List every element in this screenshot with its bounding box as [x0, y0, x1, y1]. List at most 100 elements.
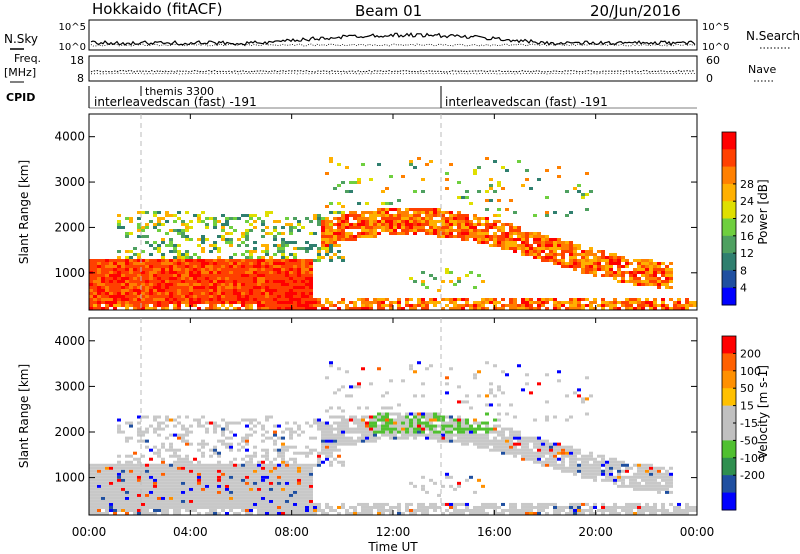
power-cell [437, 208, 441, 211]
power-cell [213, 283, 217, 286]
power-cell [425, 163, 429, 166]
velocity-cell [297, 433, 301, 437]
power-cell [149, 295, 153, 298]
power-cell [225, 289, 229, 292]
velocity-cell [557, 466, 561, 470]
velocity-cell [585, 502, 589, 506]
power-cell [369, 235, 373, 238]
velocity-cell [569, 445, 573, 449]
power-cell [445, 217, 449, 220]
power-cell [441, 214, 445, 217]
velocity-cell [297, 475, 301, 479]
velocity-cell [457, 436, 461, 440]
power-cell [497, 199, 501, 202]
power-cell [209, 271, 213, 274]
velocity-cell [161, 512, 165, 515]
power-cell [269, 274, 273, 277]
power-cell [633, 298, 637, 301]
velocity-cell [273, 481, 277, 485]
power-cell [101, 262, 105, 265]
velocity-cell [313, 505, 317, 509]
power-cell [537, 250, 541, 253]
velocity-cell [157, 427, 161, 431]
velocity-cell [301, 475, 305, 479]
power-cell [485, 301, 489, 304]
velocity-cell [541, 454, 545, 458]
power-cell [677, 304, 681, 307]
velocity-cell [461, 400, 465, 404]
power-cell [281, 259, 285, 262]
power-cell [273, 298, 277, 301]
power-cell [593, 298, 597, 301]
velocity-cell [665, 472, 669, 476]
power-cell [621, 274, 625, 277]
velocity-cell [405, 505, 409, 509]
power-cell [177, 232, 181, 235]
velocity-cell [141, 472, 145, 476]
power-cell [301, 268, 305, 271]
velocity-cell [241, 481, 245, 485]
velocity-cell [113, 505, 117, 509]
power-cell [429, 208, 433, 211]
velocity-cell [341, 463, 345, 467]
velocity-cell [113, 502, 117, 506]
velocity-cell [537, 442, 541, 446]
power-cell [369, 214, 373, 217]
power-cell [313, 307, 317, 310]
velocity-cell [305, 502, 309, 506]
velocity-cell [337, 430, 341, 434]
velocity-cell [189, 430, 193, 434]
power-cell [537, 235, 541, 238]
power-cell [565, 247, 569, 250]
velocity-cell [449, 512, 453, 515]
velocity-ylabel: Slant Range [km] [17, 364, 31, 468]
power-cell [137, 277, 141, 280]
velocity-cell [153, 508, 157, 512]
velocity-cell [261, 512, 265, 515]
power-cell [289, 229, 293, 232]
velocity-cell [209, 463, 213, 467]
velocity-cell [105, 466, 109, 470]
power-cell [89, 283, 93, 286]
power-cell [277, 271, 281, 274]
velocity-cell [305, 505, 309, 509]
velocity-cell [405, 415, 409, 419]
power-cell [181, 289, 185, 292]
power-cell [105, 286, 109, 289]
power-cell [109, 271, 113, 274]
power-cell [469, 307, 473, 310]
power-cell [245, 307, 249, 310]
nsearch-series [90, 43, 696, 47]
freq-panel [88, 55, 698, 82]
velocity-cell [133, 478, 137, 482]
power-cell [661, 301, 665, 304]
velocity-cell [473, 430, 477, 434]
velocity-cell [213, 472, 217, 476]
velocity-cell [145, 512, 149, 515]
power-cell [237, 265, 241, 268]
velocity-cell [189, 472, 193, 476]
velocity-cell [549, 445, 553, 449]
velocity-cell [401, 418, 405, 422]
power-cell [169, 295, 173, 298]
power-cell [93, 265, 97, 268]
power-cell [281, 280, 285, 283]
velocity-cell [437, 493, 441, 497]
power-cell [113, 295, 117, 298]
velocity-cell [609, 463, 613, 467]
power-cell [633, 271, 637, 274]
velocity-cell [597, 463, 601, 467]
velocity-cell [241, 457, 245, 461]
velocity-cell [117, 418, 121, 422]
velocity-cell [213, 505, 217, 509]
velocity-cell [661, 484, 665, 488]
velocity-cell [109, 484, 113, 488]
power-cell [621, 304, 625, 307]
velocity-cell [157, 475, 161, 479]
power-cell [301, 265, 305, 268]
velocity-cell [393, 505, 397, 509]
velocity-cell [357, 439, 361, 443]
velocity-cell [145, 463, 149, 467]
power-cell [477, 301, 481, 304]
velocity-cell [373, 415, 377, 419]
